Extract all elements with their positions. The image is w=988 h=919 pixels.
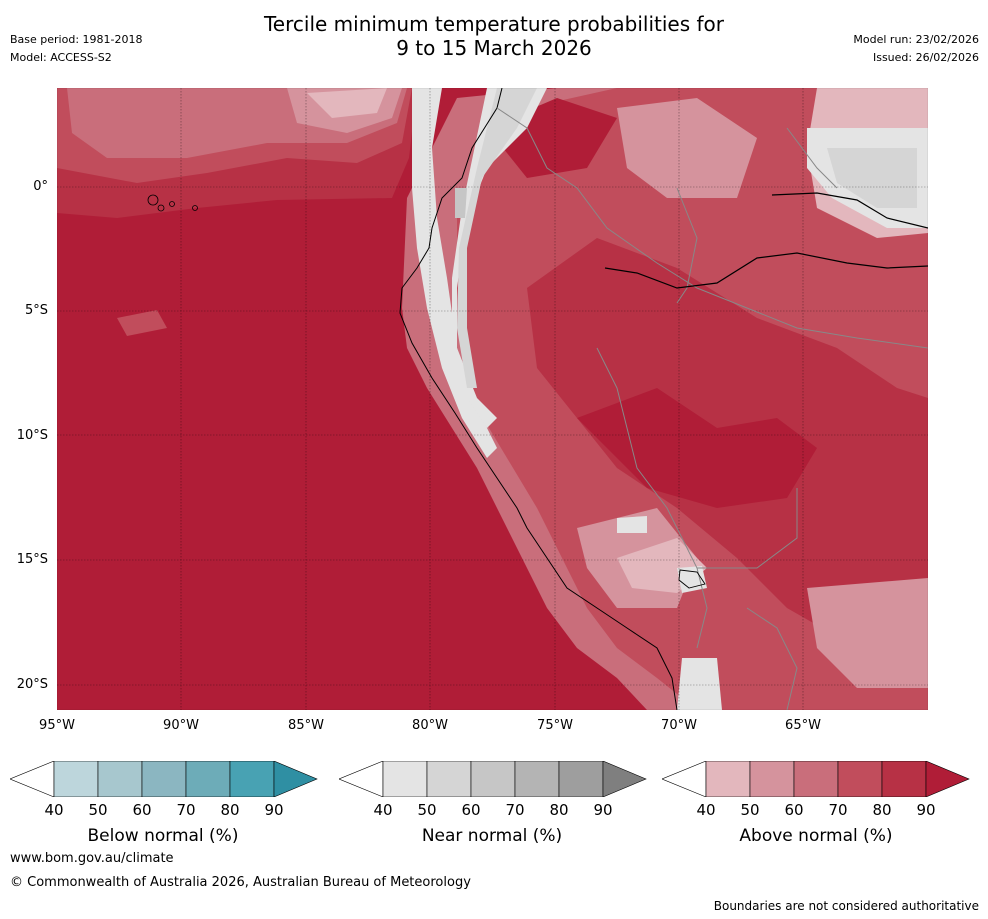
model-run: Model run: 23/02/2026 (853, 33, 979, 46)
titicaca-near-40 (677, 566, 707, 593)
meta-right: Model run: 23/02/2026 Issued: 26/02/2026 (853, 31, 979, 67)
altiplano-near-40 (617, 516, 647, 533)
southeast-above-50 (807, 578, 928, 688)
meta-left: Base period: 1981-2018 Model: ACCESS-S2 (10, 31, 142, 67)
colorbar-tick-label: 60 (132, 801, 152, 819)
colorbar-under-triangle (339, 761, 384, 797)
lat-label-0: 0° (33, 179, 48, 194)
northern-river (771, 192, 928, 229)
colorbar-segment (185, 761, 231, 797)
colorbar-over-triangle (925, 761, 970, 797)
colorbar-tick-label: 80 (549, 801, 569, 819)
colorbar-tick-label: 90 (593, 801, 613, 819)
colorbar-tick-label: 70 (828, 801, 848, 819)
issued-date: Issued: 26/02/2026 (872, 51, 979, 64)
colorbar-segment (881, 761, 927, 797)
colorbar-segment (97, 761, 143, 797)
colorbar-title-above: Above normal (%) (739, 826, 893, 846)
probability-map (57, 88, 928, 710)
colorbar-tick-label: 40 (373, 801, 393, 819)
colorbar-tick-label: 90 (916, 801, 936, 819)
colorbar-segment (558, 761, 604, 797)
colorbar-segment (793, 761, 839, 797)
lat-label-20s: 20°S (16, 677, 48, 692)
title-line-1: Tercile minimum temperature probabilitie… (263, 12, 725, 36)
andes-near-60 (455, 188, 467, 218)
colorbar-title-near: Near normal (%) (421, 826, 563, 846)
colorbar-tick-label: 60 (461, 801, 481, 819)
colorbar-segment (229, 761, 275, 797)
colorbar-over-triangle (602, 761, 647, 797)
country-borders (496, 107, 928, 710)
footer-url[interactable]: www.bom.gov.au/climate (10, 851, 174, 866)
colorbar-under-triangle (662, 761, 707, 797)
colorbar-tick-label: 50 (417, 801, 437, 819)
lon-label-75w: 75°W (537, 718, 573, 733)
colorbar-under-triangle (10, 761, 55, 797)
north-band-40 (307, 88, 387, 118)
colorbar-below-normal (10, 761, 318, 797)
south-near-40 (677, 658, 722, 710)
base-period: Base period: 1981-2018 (10, 33, 143, 46)
lat-label-10s: 10°S (16, 428, 48, 443)
andes-near-40 (452, 88, 547, 428)
lake-titicaca (678, 569, 706, 589)
lon-label-95w: 95°W (39, 718, 75, 733)
title-line-2: 9 to 15 March 2026 (396, 36, 592, 60)
colorbar-tick-label: 40 (696, 801, 716, 819)
colorbar-segment (141, 761, 187, 797)
lat-label-15s: 15°S (16, 552, 48, 567)
colorbar-tick-label: 50 (88, 801, 108, 819)
lon-label-80w: 80°W (412, 718, 448, 733)
coastal-near-40 (412, 88, 497, 458)
colorbar-tick-label: 40 (44, 801, 64, 819)
north-above-50 (617, 98, 757, 198)
andes-near-50 (457, 88, 537, 388)
northeast-near-50 (827, 148, 917, 208)
lon-label-85w: 85°W (288, 718, 324, 733)
interior-above-90 (577, 388, 817, 508)
coastline (399, 88, 678, 710)
colorbar-segment (470, 761, 516, 797)
colorbar-over-triangle (273, 761, 318, 797)
colorbar-tick-label: 90 (264, 801, 284, 819)
lon-label-65w: 65°W (785, 718, 821, 733)
colorbar-segment (53, 761, 99, 797)
model-name: Model: ACCESS-S2 (10, 51, 112, 64)
colorbar-title-below: Below normal (%) (87, 826, 239, 846)
colorbar-tick-label: 80 (220, 801, 240, 819)
colorbar-segment (514, 761, 560, 797)
colorbar-segment (426, 761, 472, 797)
colorbar-segment (705, 761, 751, 797)
footer-copyright: © Commonwealth of Australia 2026, Austra… (10, 875, 471, 890)
colorbar-tick-label: 70 (176, 801, 196, 819)
graticule (57, 88, 928, 710)
colorbar-segment (837, 761, 883, 797)
lat-label-5s: 5°S (24, 303, 48, 318)
colorbar-segment (749, 761, 795, 797)
map-title: Tercile minimum temperature probabilitie… (0, 12, 988, 60)
colorbar-above-normal (662, 761, 970, 797)
colorbar-tick-label: 50 (740, 801, 760, 819)
galapagos-islands (147, 194, 198, 212)
footer-note: Boundaries are not considered authoritat… (713, 899, 979, 913)
colorbar-segment (382, 761, 428, 797)
offshore-patch (117, 310, 167, 336)
amazon-river (604, 252, 928, 289)
colorbar-tick-label: 80 (872, 801, 892, 819)
lon-label-90w: 90°W (163, 718, 199, 733)
colorbar-tick-label: 70 (505, 801, 525, 819)
colorbar-near-normal (339, 761, 647, 797)
lon-label-70w: 70°W (661, 718, 697, 733)
colorbar-tick-label: 60 (784, 801, 804, 819)
